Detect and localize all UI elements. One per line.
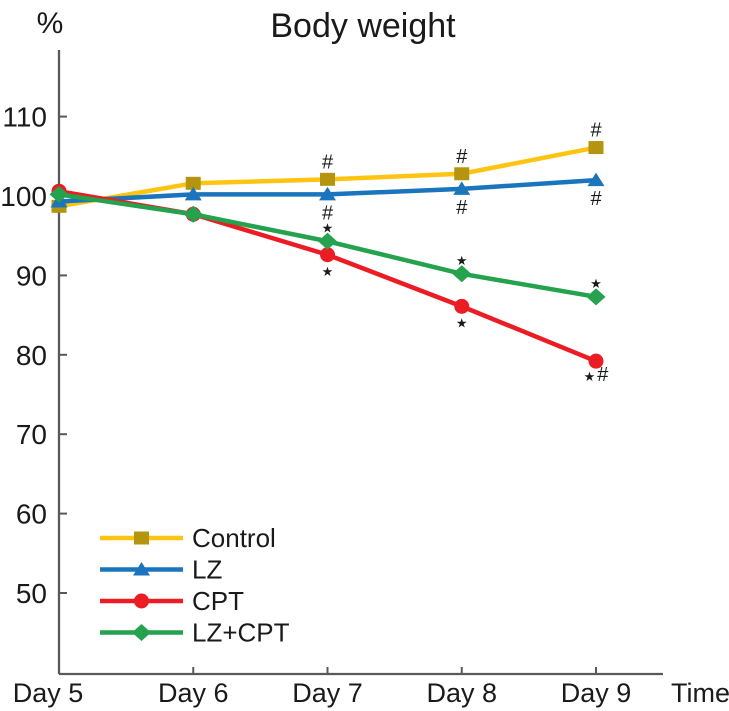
chart-title: Body weight bbox=[270, 7, 456, 45]
square-marker bbox=[320, 172, 335, 186]
series-control bbox=[51, 141, 604, 213]
triangle-marker bbox=[133, 562, 150, 576]
legend-label: CPT bbox=[192, 586, 244, 616]
significance-hash-annotation: # bbox=[456, 146, 468, 168]
significance-hash-annotation: # bbox=[590, 120, 602, 142]
plot-area: 110 100 90 80 70 60 50 Day 5 Day 6 Day 7 Day 8 Day … bbox=[0, 50, 663, 708]
square-marker bbox=[185, 176, 201, 190]
square-marker bbox=[454, 167, 470, 181]
y-tick-label: 100 bbox=[0, 181, 47, 212]
diamond-marker bbox=[183, 205, 203, 223]
series-lz-cpt bbox=[49, 185, 606, 306]
x-axis-label: Time bbox=[671, 678, 729, 708]
triangle-marker bbox=[319, 186, 336, 201]
significance-star-annotation: ★ bbox=[590, 276, 602, 291]
x-tick-label: Day 8 bbox=[426, 678, 497, 708]
y-tick-label: 60 bbox=[16, 499, 47, 530]
circle-marker bbox=[588, 353, 604, 369]
legend-label: LZ+CPT bbox=[192, 618, 290, 648]
y-tick-label: 50 bbox=[16, 578, 47, 609]
circle-marker bbox=[454, 298, 470, 314]
legend-item-control: Control bbox=[100, 523, 276, 553]
significance-star-annotation: ★ bbox=[456, 253, 468, 268]
legend-label: Control bbox=[192, 523, 276, 553]
y-tick-label: 110 bbox=[2, 102, 47, 133]
significance-hash-annotation: # bbox=[456, 197, 468, 219]
x-tick-label: Day 6 bbox=[158, 678, 229, 708]
legend-item-lz: LZ bbox=[100, 555, 222, 585]
diamond-marker bbox=[318, 232, 337, 250]
circle-marker bbox=[134, 593, 149, 609]
triangle-marker bbox=[453, 181, 471, 195]
triangle-marker bbox=[587, 172, 605, 187]
significance-hash-annotation: # bbox=[590, 188, 602, 210]
significance-star-annotation: ★ bbox=[322, 264, 334, 279]
x-tick-label: Day 9 bbox=[561, 678, 632, 708]
diamond-marker bbox=[586, 288, 606, 306]
significance-hash-annotation: # bbox=[322, 151, 334, 173]
circle-marker bbox=[320, 247, 335, 263]
x-tick-label: Day 7 bbox=[292, 678, 363, 708]
x-tick-label: Day 5 bbox=[13, 678, 84, 708]
significance-hash-annotation: # bbox=[322, 202, 334, 224]
square-marker bbox=[588, 141, 604, 155]
legend-item-lz-cpt: LZ+CPT bbox=[100, 618, 290, 648]
y-tick-label: 90 bbox=[16, 260, 47, 291]
significance-star-hash-annotation: ★ # bbox=[584, 364, 610, 386]
significance-star-annotation: ★ bbox=[456, 315, 468, 330]
significance-star-annotation: ★ bbox=[322, 220, 334, 235]
y-axis-unit-label: % bbox=[37, 7, 64, 40]
diamond-marker bbox=[452, 265, 472, 283]
series-lz bbox=[50, 172, 605, 208]
square-marker bbox=[134, 531, 149, 545]
triangle-marker bbox=[184, 186, 202, 201]
legend-item-cpt: CPT bbox=[100, 586, 244, 616]
y-tick-label: 70 bbox=[16, 419, 47, 450]
legend-label: LZ bbox=[192, 555, 222, 585]
y-tick-label: 80 bbox=[16, 340, 47, 371]
diamond-marker bbox=[132, 624, 151, 641]
diamond-marker bbox=[49, 185, 69, 203]
